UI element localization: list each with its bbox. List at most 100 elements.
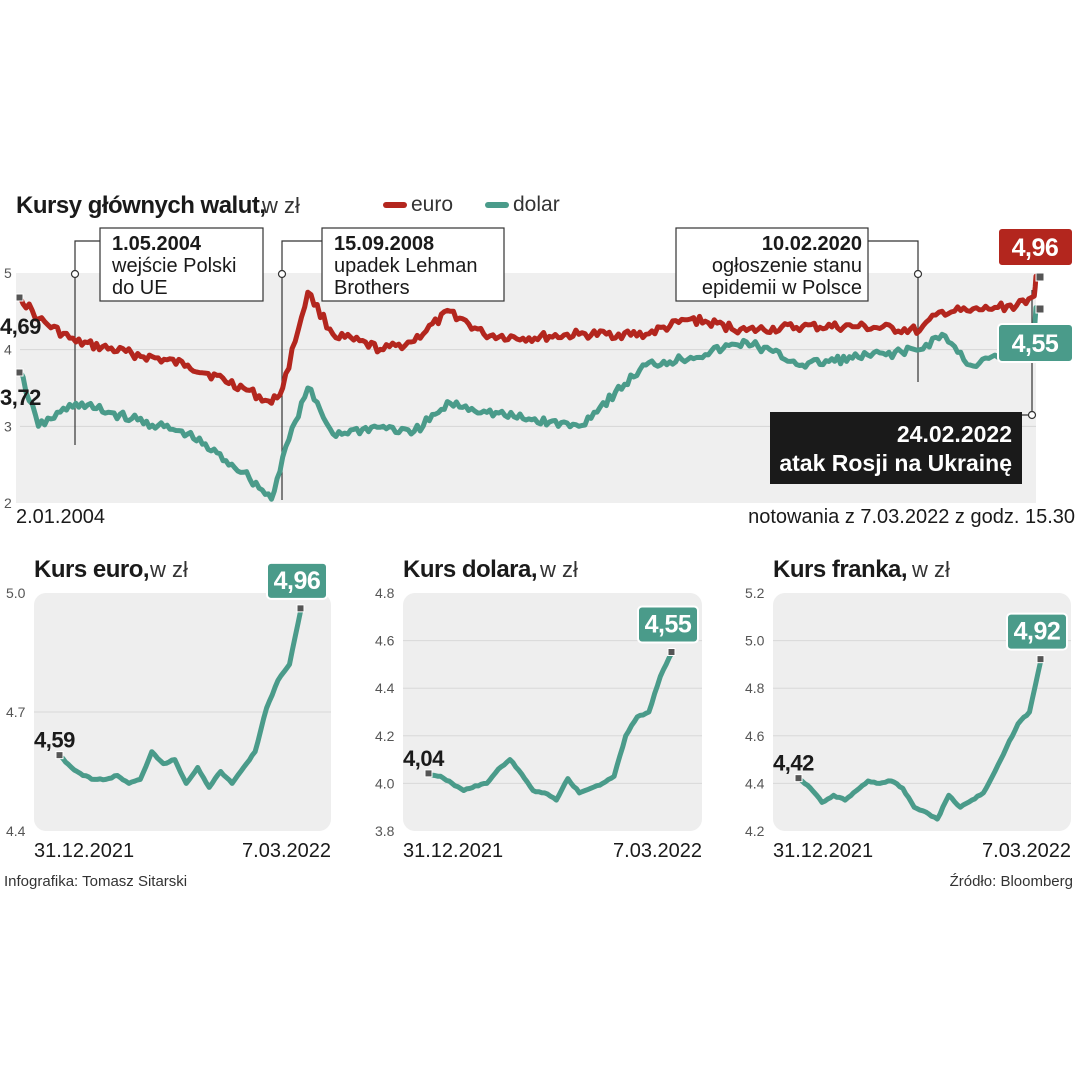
small-chart-title: Kurs franka, [773, 556, 907, 583]
annotation-box [675, 227, 869, 302]
annotation-date: 24.02.2022 [897, 421, 1012, 447]
end-value-badge [266, 561, 328, 600]
legend: euro dolar [383, 193, 560, 216]
annotation-line: wejście Polski [111, 255, 236, 277]
leader-dot-lehman [277, 269, 287, 279]
x-start-label: 31.12.2021 [403, 840, 503, 862]
series-line-dolar [17, 305, 1039, 502]
x-start-label: 31.12.2021 [34, 840, 134, 862]
euro-end-label: 4,96 [1012, 234, 1059, 262]
y-tick-label: 4.8 [745, 680, 765, 696]
annotation-box [321, 227, 505, 302]
annotation-russia-attack: 24.02.2022 atak Rosji na Ukrainę [770, 412, 1022, 484]
main-x-start-label: 2.01.2004 [16, 506, 105, 528]
y-tick-label: 3 [4, 418, 12, 434]
series-line [426, 650, 675, 803]
end-marker [296, 604, 305, 613]
leader-lehman [281, 240, 322, 500]
dollar-end-label: 4,55 [1012, 330, 1059, 358]
y-tick-label: 4.7 [6, 704, 26, 720]
annotation-date: 15.09.2008 [334, 233, 434, 255]
start-marker [424, 769, 433, 778]
annotation-line: Brothers [334, 277, 410, 299]
euro-start-marker [15, 293, 24, 302]
small-plot-area [403, 593, 702, 831]
small-chart-dollar: Kurs dolara, w zł 4.8 4.6 4.4 4.2 4.0 3.8 4,04… [375, 556, 702, 862]
end-marker [1036, 655, 1045, 664]
euro-end-marker [1035, 272, 1045, 282]
annotation-box [99, 227, 264, 302]
main-y-ticks: 5 4 3 2 [4, 265, 12, 511]
euro-start-label: 4,69 [0, 314, 41, 339]
small-chart-unit: w zł [149, 557, 188, 582]
start-marker [55, 751, 64, 760]
leader-dot-eu [70, 269, 80, 279]
y-tick-label: 5.2 [745, 585, 765, 601]
footer-source: Źródło: Bloomberg [950, 873, 1073, 890]
annotation-line: do UE [112, 277, 168, 299]
y-tick-label: 5.0 [745, 633, 765, 649]
main-chart: Kursy głównych walut, w zł euro dolar 5 4… [0, 192, 1075, 528]
annotation-line: ogłoszenie stanu [712, 255, 862, 277]
y-tick-label: 4.4 [375, 680, 395, 696]
x-end-label: 7.03.2022 [982, 840, 1071, 862]
y-tick-label: 4.4 [6, 823, 26, 839]
dollar-start-marker [15, 368, 24, 377]
y-tick-label: 5.0 [6, 585, 26, 601]
series-line [796, 657, 1044, 822]
leader-dot-russia [1027, 410, 1037, 420]
start-value-label: 4,59 [34, 728, 75, 753]
y-tick-label: 4.6 [745, 728, 765, 744]
annotation-line: upadek Lehman [334, 255, 477, 277]
annotation-box-dark [770, 412, 1022, 484]
legend-dollar-label: dolar [513, 193, 560, 216]
leader-dot-epidemic [913, 269, 923, 279]
annotation-date: 1.05.2004 [112, 233, 202, 255]
legend-euro-label: euro [411, 193, 453, 216]
end-value-label: 4,92 [1014, 618, 1061, 646]
start-marker [794, 774, 803, 783]
start-value-label: 4,42 [773, 751, 814, 776]
annotation-epidemic: 10.02.2020 ogłoszenie stanu epidemii w P… [675, 227, 869, 302]
y-tick-label: 4.2 [375, 728, 395, 744]
y-tick-label: 3.8 [375, 823, 395, 839]
x-end-label: 7.03.2022 [613, 840, 702, 862]
annotation-date: 10.02.2020 [762, 233, 862, 255]
x-end-label: 7.03.2022 [242, 840, 331, 862]
annotation-lehman: 15.09.2008 upadek Lehman Brothers [321, 227, 505, 302]
leader-eu-accession [74, 240, 100, 445]
small-chart-franc: Kurs franka, w zł 5.2 5.0 4.8 4.6 4.4 4.2 4,42… [745, 556, 1071, 862]
annotation-eu-accession: 1.05.2004 wejście Polski do UE [99, 227, 264, 302]
y-tick-label: 2 [4, 495, 12, 511]
main-chart-title-unit: w zł [261, 193, 300, 218]
dollar-end-badge [997, 323, 1074, 363]
end-value-label: 4,96 [274, 567, 321, 595]
end-value-badge [637, 605, 699, 644]
quote-time-note: notowania z 7.03.2022 z godz. 15.30 [748, 506, 1075, 528]
small-chart-euro: Kurs euro, w zł 5.0 4.7 4.4 4,59 4,96 31.12.2… [6, 556, 331, 862]
y-tick-label: 5 [4, 265, 12, 281]
small-chart-unit: w zł [911, 557, 950, 582]
small-chart-title: Kurs euro, [34, 556, 149, 583]
small-chart-unit: w zł [539, 557, 578, 582]
y-tick-label: 4.2 [745, 823, 765, 839]
small-chart-title: Kurs dolara, [403, 556, 537, 583]
annotation-line: epidemii w Polsce [702, 277, 862, 299]
series-line [57, 606, 304, 790]
annotation-line: atak Rosji na Ukrainę [779, 450, 1012, 476]
y-tick-label: 4.6 [375, 633, 395, 649]
end-value-badge [1006, 612, 1068, 651]
start-value-label: 4,04 [403, 746, 445, 771]
end-marker [667, 648, 676, 656]
y-tick-label: 4 [4, 342, 12, 358]
footer-credit: Infografika: Tomasz Sitarski [4, 873, 187, 890]
y-tick-label: 4.4 [745, 775, 765, 791]
dollar-end-marker [1035, 304, 1045, 314]
x-start-label: 31.12.2021 [773, 840, 873, 862]
end-value-label: 4,55 [645, 611, 692, 639]
y-tick-label: 4.0 [375, 775, 395, 791]
dollar-start-label: 3,72 [0, 385, 41, 410]
main-chart-title: Kursy głównych walut, [16, 192, 266, 219]
series-line-euro [17, 273, 1039, 406]
